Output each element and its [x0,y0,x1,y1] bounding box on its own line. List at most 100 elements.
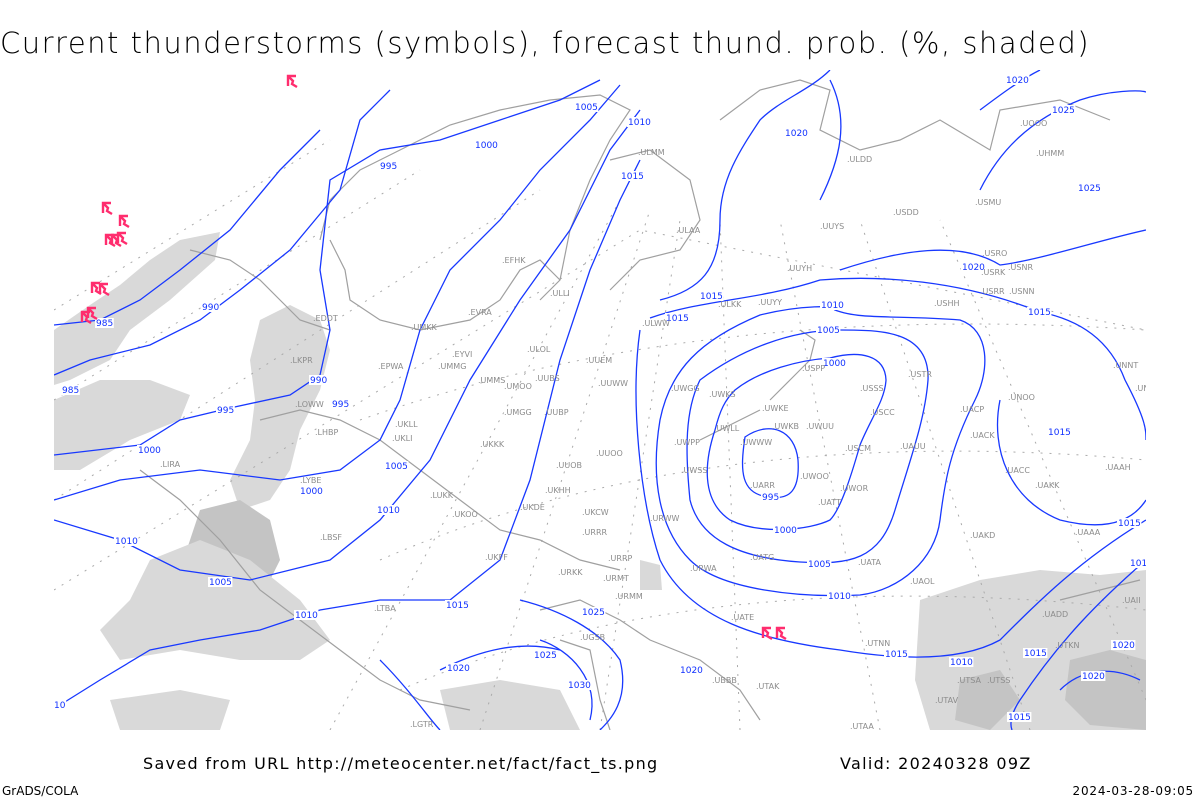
isobar-label-bg [445,600,470,610]
station-label: .UUYS [820,222,844,231]
station-label: .URMT [603,574,629,583]
station-label: .UKLL [395,420,418,429]
station-label: .UTSA [957,676,982,685]
station-label: .UKLI [392,434,412,443]
station-label: .UTAA [850,722,874,731]
thunderstorm-icon [116,231,128,246]
isobar-label-bg [1117,518,1142,528]
station-label: .USCC [870,408,895,417]
isobar-label: 1015 [1008,713,1031,723]
station-label: .UUBP [544,408,569,417]
station-label: .UWUU [806,422,834,431]
isobar-label: 1000 [300,487,323,497]
station-label: .UACP [960,405,984,414]
isobar-label-bg [376,505,401,515]
isobar-contours [54,70,1146,730]
isobar-label-bg [474,140,499,150]
software-credit: GrADS/COLA [2,784,79,798]
isobar-label: 1015 [1048,428,1071,438]
station-label: .USRR [980,287,1005,296]
station-label: .UARR [750,481,775,490]
isobar-label-bg [773,525,798,535]
station-label: .UATG [750,553,774,562]
station-label: .LUKK [430,491,454,500]
station-label: .EYVI [452,350,472,359]
station-label: .UKHH [545,486,571,495]
isobar-label: 1025 [582,608,605,618]
isobar-label-bg [1023,648,1048,658]
station-label: .URWW [650,514,680,523]
thunderstorm-icon [86,306,98,321]
isobar-label: 985 [96,319,113,329]
station-label: .UTAV [935,696,959,705]
station-label: .USCM [845,444,871,453]
thunderstorm-icon [90,281,102,296]
isobar-label: 995 [380,162,397,172]
isobar-label-bg [1047,427,1072,437]
isobar-label: 1020 [1082,672,1105,682]
isobar-label-bg [379,161,398,171]
thunderstorm-icon [118,214,130,229]
station-label: .UAUU [900,442,926,451]
station-label: .UNOO [1008,393,1035,402]
thunderstorm-icon [286,74,298,89]
valid-time-text: Valid: 20240328 09Z [840,754,1032,773]
station-label: .URRP [608,554,633,563]
station-label: .UUEM [586,356,612,365]
isobar-label-bg [679,665,704,675]
isobar-label: 1020 [962,263,985,273]
station-label: .UMKK [411,323,438,332]
station-label: .UWKS [709,390,736,399]
station-label: .ULMM [638,148,665,157]
station-label: .UAAH [1105,463,1131,472]
isobar-label: 1000 [475,141,498,151]
isobar-label: 1000 [823,359,846,369]
isobar-label: 1025 [1078,184,1101,194]
isobar-label-bg [1077,183,1102,193]
station-label: .UMOO [504,382,532,391]
station-label: .EDDT [313,314,338,323]
isobar-label: 1020 [1006,76,1029,86]
isobar-label: 1005 [385,462,408,472]
isobar-label: 1010 [377,506,400,516]
isobar-label-bg [446,663,471,673]
isobar-label: 1010 [295,611,318,621]
station-label: .UGSB [580,633,605,642]
isobar-label-bg [331,399,350,409]
isobar-label: 1030 [568,681,591,691]
station-label: .UMMG [438,362,466,371]
station-label: .UUYH [787,264,812,273]
station-label: .USTR [908,370,932,379]
station-label: .USPP [802,364,825,373]
station-label: .UWKB [772,422,799,431]
graticule [54,139,1146,730]
station-label: .UKDE [520,503,545,512]
station-label: .UATE [731,613,754,622]
station-label: .UBBB [712,676,737,685]
isobar-label: 995 [762,493,779,503]
isobar-label-bg [1027,307,1052,317]
isobar-label-bg [574,102,599,112]
isobar-label: 1000 [138,446,161,456]
map-title: Current thunderstorms (symbols), forecas… [0,26,1091,60]
station-label: .ULLI [550,289,570,298]
station-label: .ULWW [642,319,670,328]
station-label: .UKCW [582,508,609,517]
station-label: .URRR [582,528,608,537]
station-label: .LYBE [300,476,321,485]
station-label: .UTKN [1055,641,1080,650]
isobar-label-bg [216,405,235,415]
station-label: .UAAA [1075,528,1101,537]
isobar-label: 1010 [821,301,844,311]
station-label: .UWPP [674,438,700,447]
station-label: .USMU [975,198,1001,207]
station-label: .LHBP [315,428,339,437]
isobar-label: 1015 [446,601,469,611]
isobar-label: 1025 [1052,106,1075,116]
station-label: .UUOO [596,449,623,458]
station-label: .UWWW [740,438,772,447]
station-label: .LKPR [290,356,313,365]
isobar-label: 1020 [1112,641,1135,651]
isobar-label-bg [1007,712,1032,722]
isobar-label: 1015 [621,172,644,182]
